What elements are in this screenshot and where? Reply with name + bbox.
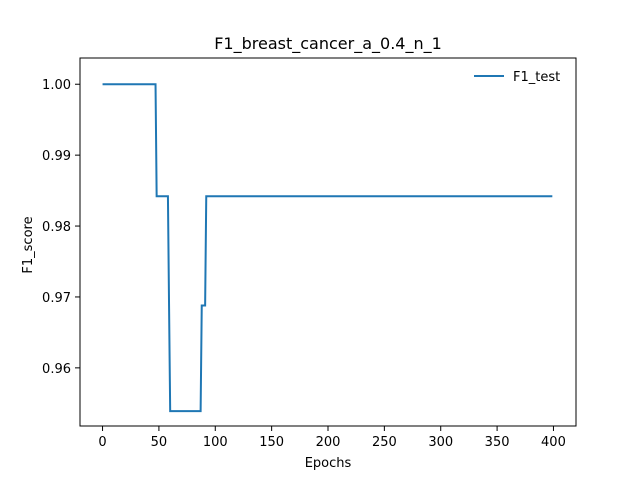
series-line-f1-test [102,83,553,413]
legend: F1_test [474,70,560,85]
x-tick-label: 200 [316,435,341,450]
x-tick-label: 0 [98,435,106,450]
y-tick-label: 1.00 [42,78,71,93]
x-tick-label: 400 [541,435,566,450]
y-axis-label: F1_score [21,216,36,273]
plot-frame [79,57,577,427]
x-tick-label: 50 [151,435,168,450]
y-tick-label: 0.96 [42,362,71,377]
x-tick-label: 250 [372,435,397,450]
y-axis: 0.96 0.97 0.98 0.99 1.00 [42,78,80,377]
legend-label-f1-test: F1_test [513,70,560,85]
x-tick-label: 150 [259,435,284,450]
plot-area [102,83,553,413]
x-tick-label: 300 [428,435,453,450]
x-axis: 0 50 100 150 200 250 300 350 400 [98,426,566,450]
x-tick-label: 350 [485,435,510,450]
y-tick-label: 0.97 [42,291,71,306]
chart-title: F1_breast_cancer_a_0.4_n_1 [214,34,442,54]
y-tick-label: 0.99 [42,149,71,164]
y-tick-label: 0.98 [42,220,71,235]
x-tick-label: 100 [203,435,228,450]
x-axis-label: Epochs [305,456,352,471]
